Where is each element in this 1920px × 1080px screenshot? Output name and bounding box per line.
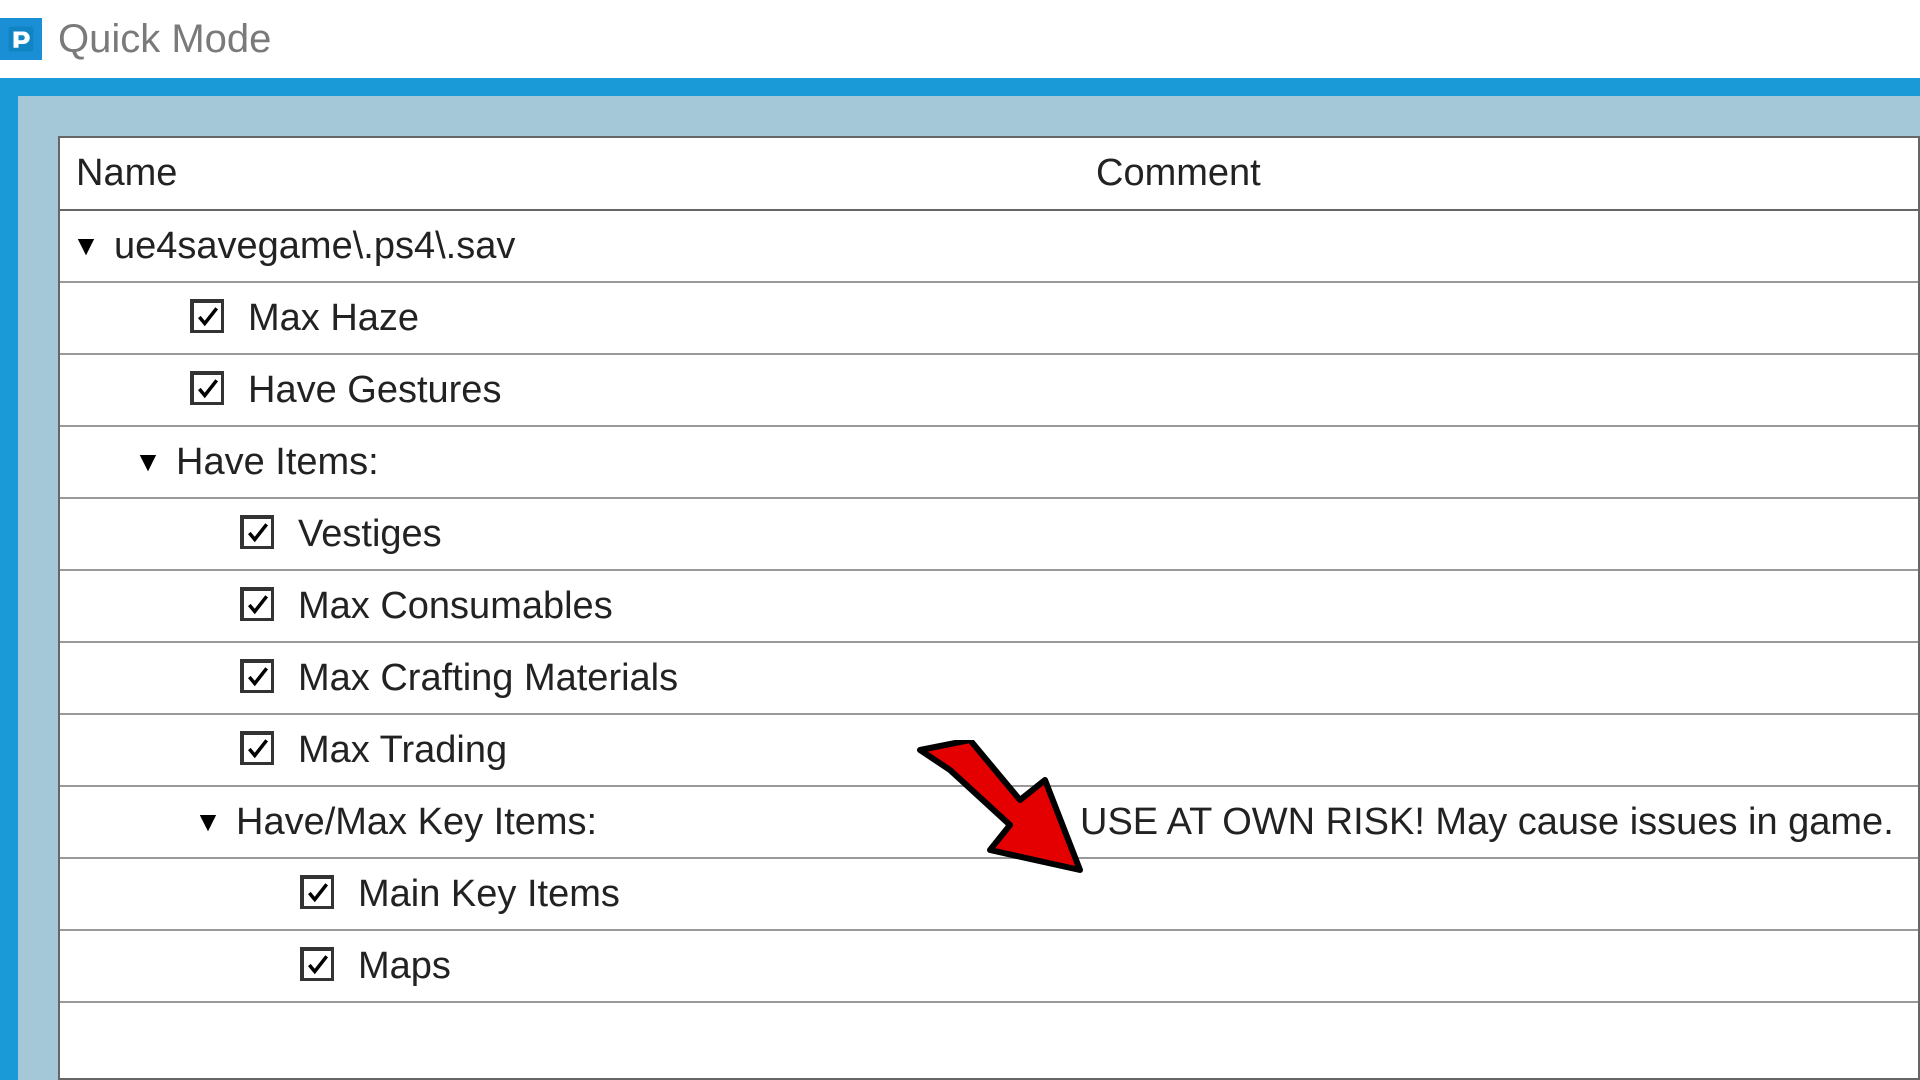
tree-table-container: Name Comment ▼ ue4savegame\.ps4\.sav <box>58 136 1920 1080</box>
window-title: Quick Mode <box>58 17 271 62</box>
checkbox[interactable] <box>240 587 274 621</box>
tree-leaf-label: Max Haze <box>248 299 419 337</box>
tree-leaf-label: Have Gestures <box>248 371 501 409</box>
checkbox[interactable] <box>190 299 224 333</box>
checkbox[interactable] <box>240 659 274 693</box>
table-row[interactable]: ▼ ue4savegame\.ps4\.sav <box>60 210 1918 282</box>
tree-leaf-label: Maps <box>358 947 451 985</box>
table-header-row: Name Comment <box>60 138 1918 210</box>
column-header-comment[interactable]: Comment <box>1080 138 1918 210</box>
window-frame-outer: Name Comment ▼ ue4savegame\.ps4\.sav <box>0 78 1920 1080</box>
disclosure-triangle-icon[interactable]: ▼ <box>68 228 104 264</box>
table-row[interactable]: Maps <box>60 930 1918 1002</box>
disclosure-triangle-icon[interactable]: ▼ <box>190 804 226 840</box>
disclosure-triangle-icon[interactable]: ▼ <box>130 444 166 480</box>
checkbox[interactable] <box>240 515 274 549</box>
checkbox[interactable] <box>300 875 334 909</box>
table-row[interactable]: Max Haze <box>60 282 1918 354</box>
tree-node-label: Have/Max Key Items: <box>236 803 597 841</box>
checkbox[interactable] <box>190 371 224 405</box>
table-row[interactable]: Max Trading <box>60 714 1918 786</box>
tree-leaf-label: Main Key Items <box>358 875 620 913</box>
table-row[interactable]: Max Crafting Materials <box>60 642 1918 714</box>
tree-leaf-label: Max Crafting Materials <box>298 659 678 697</box>
title-bar: Quick Mode <box>0 0 1920 78</box>
column-header-name[interactable]: Name <box>60 138 1080 210</box>
checkbox[interactable] <box>300 947 334 981</box>
tree-leaf-label: Vestiges <box>298 515 442 553</box>
comment-text: USE AT OWN RISK! May cause issues in gam… <box>1080 801 1894 843</box>
table-row[interactable]: ▼ Have Items: <box>60 426 1918 498</box>
tree-leaf-label: Max Consumables <box>298 587 613 625</box>
tree-leaf-label: Max Trading <box>298 731 507 769</box>
app-icon <box>0 18 42 60</box>
table-row[interactable]: Main Key Items <box>60 858 1918 930</box>
table-row[interactable]: Vestiges <box>60 498 1918 570</box>
window-frame-inner: Name Comment ▼ ue4savegame\.ps4\.sav <box>18 96 1920 1080</box>
checkbox[interactable] <box>240 731 274 765</box>
table-row[interactable]: Have Gestures <box>60 354 1918 426</box>
tree-node-label: Have Items: <box>176 443 379 481</box>
table-row[interactable]: ▼ Have/Max Key Items: USE AT OWN RISK! M… <box>60 786 1918 858</box>
tree-node-label: ue4savegame\.ps4\.sav <box>114 227 515 265</box>
tree-table: Name Comment ▼ ue4savegame\.ps4\.sav <box>60 138 1918 1003</box>
table-row[interactable]: Max Consumables <box>60 570 1918 642</box>
